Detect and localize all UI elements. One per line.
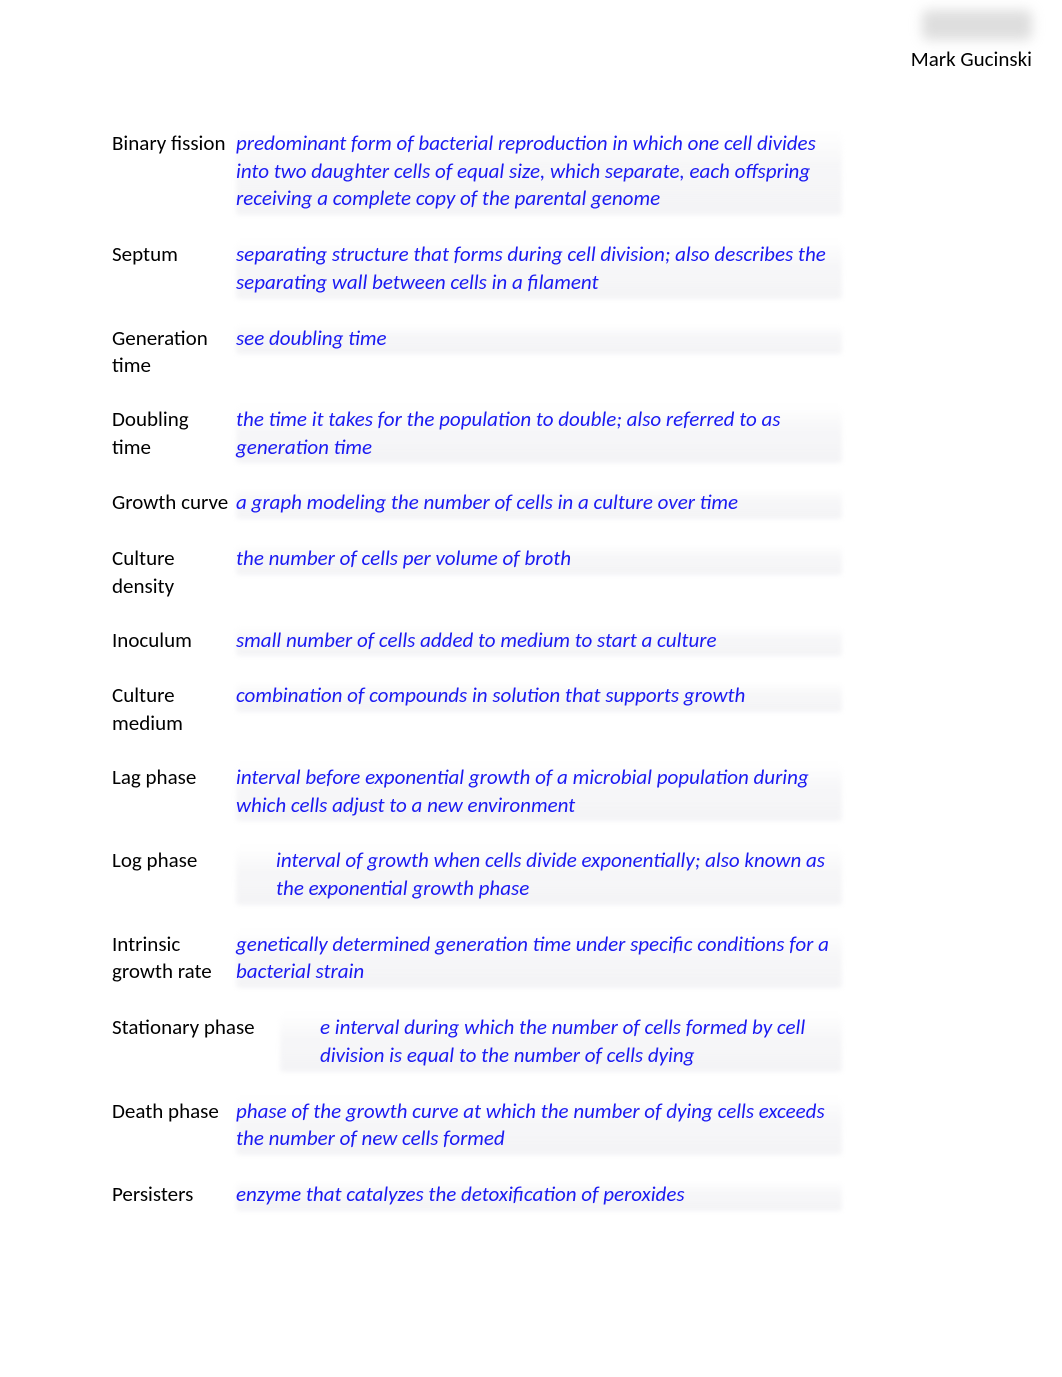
glossary-definition-wrap: a graph modeling the number of cells in … — [236, 489, 842, 519]
glossary-definition: separating structure that forms during c… — [236, 241, 842, 298]
glossary-term: Growth curve — [112, 489, 236, 517]
glossary-row: Lag phaseinterval before exponential gro… — [112, 764, 842, 821]
glossary-definition: predominant form of bacterial reproducti… — [236, 130, 842, 215]
glossary-row: Septumseparating structure that forms du… — [112, 241, 842, 298]
glossary-definition: combination of compounds in solution tha… — [236, 682, 842, 712]
redacted-header-box — [922, 10, 1032, 40]
glossary-row: Intrinsic growth rategenetically determi… — [112, 931, 842, 988]
glossary-term: Doubling time — [112, 406, 236, 461]
glossary-row: Stationary phasee interval during which … — [112, 1014, 842, 1071]
glossary-definition-wrap: interval before exponential growth of a … — [236, 764, 842, 821]
glossary-definition-wrap: combination of compounds in solution tha… — [236, 682, 842, 712]
glossary-definition-wrap: enzyme that catalyzes the detoxification… — [236, 1181, 842, 1211]
glossary-definition: genetically determined generation time u… — [236, 931, 842, 988]
glossary-row: Log phaseinterval of growth when cells d… — [112, 847, 842, 904]
glossary-term: Stationary phase — [112, 1014, 280, 1042]
glossary-term: Inoculum — [112, 627, 236, 655]
glossary-definition: small number of cells added to medium to… — [236, 627, 842, 657]
glossary-row: Culture densitythe number of cells per v… — [112, 545, 842, 600]
glossary-definition-wrap: the time it takes for the population to … — [236, 406, 842, 463]
glossary-term: Generation time — [112, 325, 236, 380]
glossary-term: Septum — [112, 241, 236, 269]
glossary-definition-wrap: small number of cells added to medium to… — [236, 627, 842, 657]
glossary-row: Generation timesee doubling time — [112, 325, 842, 380]
glossary-definition-wrap: interval of growth when cells divide exp… — [236, 847, 842, 904]
glossary-row: Culture mediumcombination of compounds i… — [112, 682, 842, 737]
glossary-row: Binary fissionpredominant form of bacter… — [112, 130, 842, 215]
glossary-definition-wrap: predominant form of bacterial reproducti… — [236, 130, 842, 215]
author-name: Mark Gucinski — [911, 46, 1032, 72]
glossary-row: Persistersenzyme that catalyzes the deto… — [112, 1181, 842, 1211]
glossary-definition: the time it takes for the population to … — [236, 406, 842, 463]
glossary-table: Binary fissionpredominant form of bacter… — [112, 130, 842, 1237]
glossary-term: Lag phase — [112, 764, 236, 792]
glossary-row: Death phasephase of the growth curve at … — [112, 1098, 842, 1155]
glossary-term: Binary fission — [112, 130, 236, 158]
glossary-row: Doubling timethe time it takes for the p… — [112, 406, 842, 463]
glossary-term: Intrinsic growth rate — [112, 931, 236, 986]
glossary-definition-wrap: genetically determined generation time u… — [236, 931, 842, 988]
glossary-definition-wrap: e interval during which the number of ce… — [280, 1014, 842, 1071]
glossary-definition-wrap: separating structure that forms during c… — [236, 241, 842, 298]
document-page: Mark Gucinski Binary fissionpredominant … — [0, 0, 1062, 1377]
glossary-term: Death phase — [112, 1098, 236, 1126]
glossary-definition-wrap: the number of cells per volume of broth — [236, 545, 842, 575]
glossary-definition: interval of growth when cells divide exp… — [236, 847, 842, 904]
glossary-definition-wrap: phase of the growth curve at which the n… — [236, 1098, 842, 1155]
glossary-term: Culture density — [112, 545, 236, 600]
glossary-definition: enzyme that catalyzes the detoxification… — [236, 1181, 842, 1211]
glossary-definition-wrap: see doubling time — [236, 325, 842, 355]
glossary-term: Culture medium — [112, 682, 236, 737]
glossary-definition: see doubling time — [236, 325, 842, 355]
glossary-term: Log phase — [112, 847, 236, 875]
glossary-definition: a graph modeling the number of cells in … — [236, 489, 842, 519]
glossary-definition: the number of cells per volume of broth — [236, 545, 842, 575]
glossary-row: Inoculumsmall number of cells added to m… — [112, 627, 842, 657]
glossary-definition: interval before exponential growth of a … — [236, 764, 842, 821]
glossary-definition: e interval during which the number of ce… — [280, 1014, 842, 1071]
glossary-term: Persisters — [112, 1181, 236, 1209]
glossary-definition: phase of the growth curve at which the n… — [236, 1098, 842, 1155]
glossary-row: Growth curvea graph modeling the number … — [112, 489, 842, 519]
